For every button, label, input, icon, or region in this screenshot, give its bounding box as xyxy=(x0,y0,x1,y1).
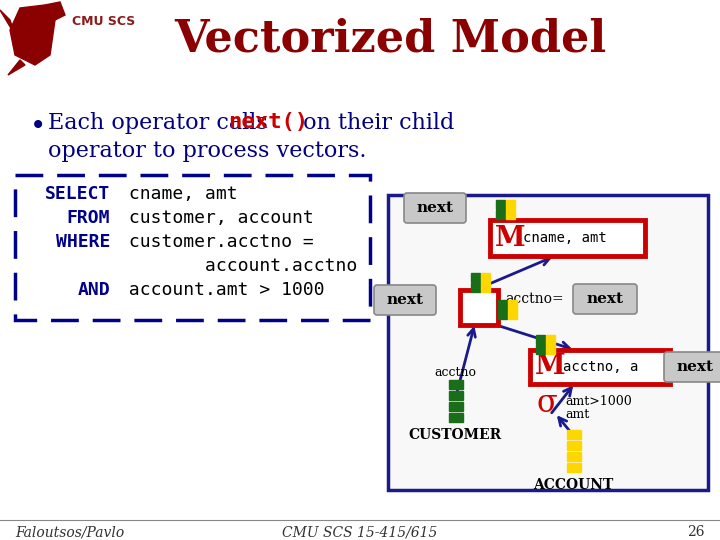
Bar xyxy=(449,413,463,422)
FancyBboxPatch shape xyxy=(530,350,670,384)
Text: amt>1000: amt>1000 xyxy=(565,395,631,408)
Bar xyxy=(496,210,505,219)
Text: CMU SCS 15-415/615: CMU SCS 15-415/615 xyxy=(282,525,438,539)
FancyBboxPatch shape xyxy=(388,195,708,490)
Text: cname, amt: cname, amt xyxy=(118,185,238,203)
Text: acctno=: acctno= xyxy=(505,292,564,306)
Text: customer, account: customer, account xyxy=(118,209,314,227)
Text: M: M xyxy=(535,354,566,381)
Polygon shape xyxy=(0,10,15,35)
FancyBboxPatch shape xyxy=(374,285,436,315)
Text: Each operator calls: Each operator calls xyxy=(48,112,275,134)
Bar xyxy=(508,300,517,309)
Text: next: next xyxy=(677,360,714,374)
Text: cname, amt: cname, amt xyxy=(523,231,607,245)
Bar xyxy=(449,402,463,411)
Bar xyxy=(506,200,515,209)
Text: Faloutsos/Pavlo: Faloutsos/Pavlo xyxy=(15,525,125,539)
Bar xyxy=(449,391,463,400)
Text: 26: 26 xyxy=(688,525,705,539)
Bar xyxy=(546,335,555,344)
Bar xyxy=(498,310,507,319)
Bar xyxy=(481,283,490,292)
Text: next: next xyxy=(587,292,624,306)
Bar xyxy=(536,345,545,354)
Polygon shape xyxy=(8,60,25,75)
Bar xyxy=(496,200,505,209)
Text: σ: σ xyxy=(537,388,558,418)
Text: account.acctno: account.acctno xyxy=(118,257,357,275)
Text: SELECT: SELECT xyxy=(45,185,110,203)
Bar xyxy=(567,430,581,439)
Bar xyxy=(567,463,581,472)
Text: next: next xyxy=(387,293,423,307)
Text: M: M xyxy=(495,225,526,252)
Text: AND: AND xyxy=(77,281,110,299)
Bar xyxy=(567,441,581,450)
Text: Vectorized Model: Vectorized Model xyxy=(174,18,606,61)
Text: account.amt > 1000: account.amt > 1000 xyxy=(118,281,325,299)
Bar xyxy=(567,452,581,461)
FancyBboxPatch shape xyxy=(490,220,645,256)
Text: ACCOUNT: ACCOUNT xyxy=(533,478,613,492)
Text: CUSTOMER: CUSTOMER xyxy=(408,428,502,442)
Text: next(): next() xyxy=(228,112,308,132)
Bar xyxy=(481,273,490,282)
Text: acctno: acctno xyxy=(434,366,476,379)
Bar xyxy=(506,210,515,219)
Bar xyxy=(449,380,463,389)
Bar xyxy=(546,345,555,354)
Text: WHERE: WHERE xyxy=(55,233,110,251)
Text: •: • xyxy=(30,112,46,140)
Bar xyxy=(471,273,480,282)
Bar xyxy=(536,335,545,344)
Bar xyxy=(471,283,480,292)
FancyBboxPatch shape xyxy=(15,175,370,320)
Polygon shape xyxy=(10,5,55,65)
FancyBboxPatch shape xyxy=(460,290,498,325)
Text: FROM: FROM xyxy=(66,209,110,227)
Text: acctno, a: acctno, a xyxy=(563,360,639,374)
Polygon shape xyxy=(45,2,65,20)
FancyBboxPatch shape xyxy=(573,284,637,314)
FancyBboxPatch shape xyxy=(664,352,720,382)
Text: customer.acctno =: customer.acctno = xyxy=(118,233,314,251)
FancyBboxPatch shape xyxy=(404,193,466,223)
Text: CMU SCS: CMU SCS xyxy=(72,15,135,28)
Text: next: next xyxy=(416,201,454,215)
Bar xyxy=(498,300,507,309)
Text: amt: amt xyxy=(565,408,589,421)
Text: operator to process vectors.: operator to process vectors. xyxy=(48,140,366,162)
Text: on their child: on their child xyxy=(296,112,454,134)
Bar xyxy=(508,310,517,319)
